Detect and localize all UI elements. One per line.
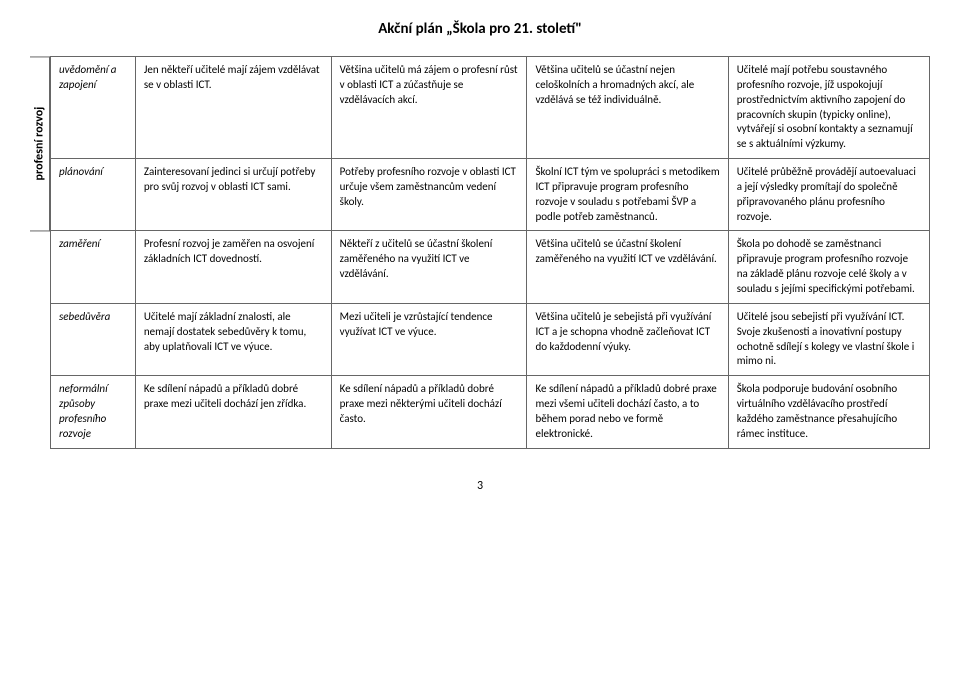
cell: Většina učitelů se účastní nejen celoško…: [527, 57, 728, 159]
cell: Zainteresovaní jedinci si určují potřeby…: [135, 159, 331, 231]
cell: Většina učitelů se účastní školení zaměř…: [527, 231, 728, 303]
table-row: zaměření Profesní rozvoj je zaměřen na o…: [51, 231, 930, 303]
page-title: Akční plán „Škola pro 21. století": [30, 20, 930, 38]
cell: Někteří z učitelů se účastní školení zam…: [331, 231, 527, 303]
page-number: 3: [30, 479, 930, 493]
table-row: sebedůvěra Učitelé mají základní znalost…: [51, 303, 930, 375]
cell: Učitelé jsou sebejistí při využívání ICT…: [728, 303, 929, 375]
cell: Ke sdílení nápadů a příkladů dobré praxe…: [135, 376, 331, 448]
cell: Profesní rozvoj je zaměřen na osvojení z…: [135, 231, 331, 303]
row-header: sebedůvěra: [51, 303, 136, 375]
cell: Škola po dohodě se zaměstnanci připravuj…: [728, 231, 929, 303]
cell: Většina učitelů má zájem o profesní růst…: [331, 57, 527, 159]
vertical-header: profesní rozvoj: [30, 56, 50, 231]
table-block-1: profesní rozvoj uvědomění a zapojení Jen…: [30, 56, 930, 231]
row-header: plánování: [51, 159, 136, 231]
cell: Ke sdílení nápadů a příkladů dobré praxe…: [331, 376, 527, 448]
row-header: neformální způsoby profesního rozvoje: [51, 376, 136, 448]
cell: Učitelé průběžně provádějí autoevaluaci …: [728, 159, 929, 231]
table-row: plánování Zainteresovaní jedinci si urču…: [51, 159, 930, 231]
table-row: neformální způsoby profesního rozvoje Ke…: [51, 376, 930, 448]
row-header: zaměření: [51, 231, 136, 303]
cell: Většina učitelů je sebejistá při využívá…: [527, 303, 728, 375]
cell: Školní ICT tým ve spolupráci s metodikem…: [527, 159, 728, 231]
cell: Potřeby profesního rozvoje v oblasti ICT…: [331, 159, 527, 231]
cell: Škola podporuje budování osobního virtuá…: [728, 376, 929, 448]
cell: Ke sdílení nápadů a příkladů dobré praxe…: [527, 376, 728, 448]
matrix-table-1: uvědomění a zapojení Jen někteří učitelé…: [50, 56, 930, 231]
cell: Mezi učiteli je vzrůstající tendence vyu…: [331, 303, 527, 375]
cell: Jen někteří učitelé mají zájem vzdělávat…: [135, 57, 331, 159]
row-header: uvědomění a zapojení: [51, 57, 136, 159]
cell: Učitelé mají základní znalosti, ale nema…: [135, 303, 331, 375]
table-row: uvědomění a zapojení Jen někteří učitelé…: [51, 57, 930, 159]
matrix-table-2: zaměření Profesní rozvoj je zaměřen na o…: [50, 230, 930, 448]
cell: Učitelé mají potřebu soustavného profesn…: [728, 57, 929, 159]
